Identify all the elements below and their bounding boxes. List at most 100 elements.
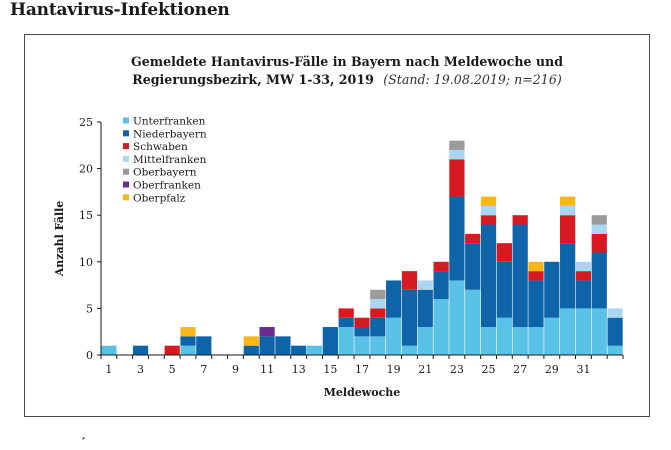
y-axis-label: Anzahl Fälle [53,201,66,278]
y-tick-label-20: 20 [79,163,93,176]
legend-label-niederbayern: Niederbayern [133,128,207,140]
bar-segment-oberbayern-week-18 [370,289,386,300]
bar-segment-unterfranken-week-27 [512,327,528,355]
bar-segment-niederbayern-week-11 [259,336,275,355]
bar-segment-schwaben-week-20 [401,271,418,290]
bar-segment-unterfranken-week-25 [480,327,497,355]
bar-segment-unterfranken-week-14 [306,345,323,355]
bar-segment-schwaben-week-16 [338,308,354,318]
bar-segment-unterfranken-week-32 [591,308,607,355]
bar-segment-unterfranken-week-31 [575,308,592,355]
legend-swatch-oberfranken [123,181,129,188]
bar-segment-oberbayern-week-23 [449,140,465,150]
bar-segment-oberfranken-week-11 [259,327,275,337]
bar-segment-niederbayern-week-25 [480,224,497,328]
bar-segment-schwaben-week-24 [465,233,481,244]
bar-segment-schwaben-week-18 [370,308,386,318]
x-tick-label-15: 15 [323,363,337,376]
chart-subtitle-note: (Stand: 19.08.2019; n=216) [383,72,562,87]
bar-segment-schwaben-week-17 [354,317,370,328]
bar-segment-schwaben-week-26 [496,243,512,262]
chart-frame: Gemeldete Hantavirus-Fälle in Bayern nac… [24,34,650,417]
legend-label-oberpfalz: Oberpfalz [133,192,186,204]
bar-segment-niederbayern-week-6 [180,336,196,346]
bar-segment-unterfranken-week-33 [607,345,623,355]
legend-swatch-unterfranken [123,117,129,124]
bar-segment-oberpfalz-week-25 [480,196,497,206]
legend-swatch-oberbayern [123,168,129,175]
y-tick-label-0: 0 [86,349,93,362]
bar-segment-schwaben-week-23 [449,159,465,197]
bar-segment-unterfranken-week-28 [528,327,544,355]
bar-segment-schwaben-week-25 [480,215,497,225]
bar-segment-niederbayern-week-7 [196,336,212,355]
bar-segment-unterfranken-week-29 [544,317,560,355]
bar-segment-niederbayern-week-29 [544,261,560,318]
bar-segment-mittelfranken-week-30 [560,205,576,216]
bar-segment-niederbayern-week-32 [591,252,607,309]
page-heading: Hantavirus-Infektionen [10,0,230,20]
bar-segment-niederbayern-week-13 [291,345,307,355]
bar-segment-oberpfalz-week-28 [528,261,544,272]
x-tick-label-13: 13 [292,363,306,376]
x-tick-label-7: 7 [200,363,207,376]
x-tick-label-29: 29 [545,363,559,376]
footer-glyph: ´ [80,436,86,450]
x-tick-label-9: 9 [232,363,239,376]
chart-canvas: Gemeldete Hantavirus-Fälle in Bayern nac… [53,54,624,399]
bar-segment-niederbayern-week-20 [401,289,418,346]
x-tick-label-25: 25 [482,363,496,376]
chart-legend: UnterfrankenNiederbayernSchwabenMittelfr… [123,116,207,204]
chart-title: Gemeldete Hantavirus-Fälle in Bayern nac… [131,54,563,69]
bar-segment-niederbayern-week-21 [417,289,433,328]
bar-segment-niederbayern-week-30 [560,243,576,309]
bar-segment-niederbayern-week-19 [386,280,402,318]
legend-label-schwaben: Schwaben [133,141,188,153]
y-tick-layer: 0 5 10 15 20 25 [79,116,101,362]
x-tick-label-21: 21 [418,363,432,376]
bar-layer [101,140,623,355]
bar-segment-niederbayern-week-23 [449,196,465,281]
bar-segment-schwaben-week-27 [512,215,528,225]
bar-segment-mittelfranken-week-18 [370,299,386,309]
y-tick-label-5: 5 [86,302,93,315]
bar-segment-unterfranken-week-23 [449,280,465,355]
x-tick-label-19: 19 [387,363,401,376]
x-tick-label-23: 23 [450,363,464,376]
bar-segment-schwaben-week-31 [575,271,592,281]
bar-segment-schwaben-week-32 [591,233,607,253]
bar-segment-unterfranken-week-19 [386,317,402,355]
x-tick-label-1: 1 [105,363,112,376]
bar-segment-niederbayern-week-26 [496,261,512,318]
bar-segment-unterfranken-week-20 [401,345,418,355]
bar-segment-schwaben-week-22 [433,261,449,272]
y-tick-label-15: 15 [79,209,93,222]
x-tick-label-31: 31 [576,363,590,376]
x-tick-label-11: 11 [260,363,274,376]
x-tick-layer: 1 3 5 7 9 11 13 15 17 19 21 23 25 27 29 31 [100,355,624,376]
chart-subtitle-main: Regierungsbezirk, MW 1-33, 2019 [132,72,374,87]
bar-segment-niederbayern-week-22 [433,271,449,300]
bar-segment-mittelfranken-week-23 [449,149,465,160]
bar-segment-niederbayern-week-10 [243,345,259,355]
bar-segment-mittelfranken-week-31 [575,261,592,272]
bar-segment-mittelfranken-week-33 [607,308,623,318]
bar-segment-mittelfranken-week-21 [417,280,433,290]
bar-segment-unterfranken-week-30 [560,308,576,355]
bar-segment-unterfranken-week-22 [433,299,449,355]
bar-segment-niederbayern-week-18 [370,317,386,337]
bar-segment-mittelfranken-week-32 [591,224,607,234]
bar-segment-unterfranken-week-24 [465,289,481,355]
y-tick-label-25: 25 [79,116,93,129]
x-tick-label-5: 5 [169,363,176,376]
legend-swatch-niederbayern [123,130,129,137]
bar-segment-unterfranken-week-1 [101,345,117,355]
x-tick-label-17: 17 [355,363,369,376]
bar-segment-niederbayern-week-16 [338,317,354,328]
bar-segment-niederbayern-week-24 [465,243,481,290]
bar-segment-unterfranken-week-16 [338,327,354,355]
bar-segment-niederbayern-week-12 [275,336,291,355]
bar-segment-unterfranken-week-21 [417,327,433,355]
bar-segment-schwaben-week-28 [528,271,544,281]
bar-segment-niederbayern-week-17 [354,327,370,337]
